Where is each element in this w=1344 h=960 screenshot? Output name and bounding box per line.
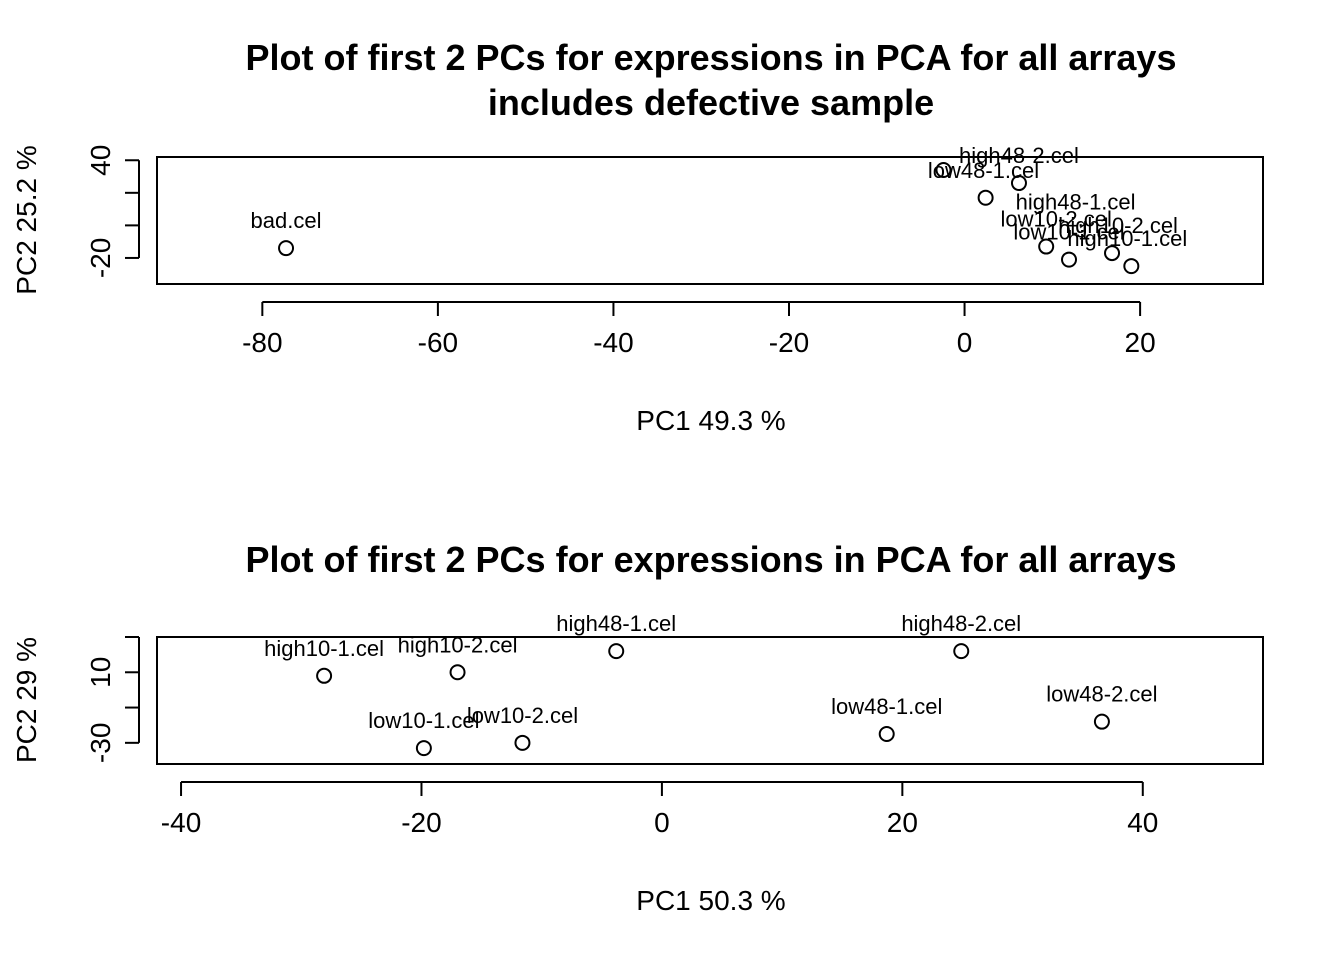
point-label: low10-2.cel [467, 703, 578, 728]
data-point [953, 643, 970, 660]
plot2-points [316, 643, 1110, 757]
data-point [415, 740, 432, 757]
plot1-subtitle: includes defective sample [488, 82, 934, 123]
x-tick-label: 40 [1127, 807, 1158, 838]
point-label: low10-1.cel [368, 708, 479, 733]
point-label: low48-1.cel [928, 158, 1039, 183]
x-tick-label: -60 [418, 327, 458, 358]
point-label: low48-1.cel [831, 694, 942, 719]
data-point [1093, 713, 1110, 730]
plot2-x-axis: -40 -20 0 20 40 [161, 781, 1158, 838]
data-point [1061, 251, 1078, 268]
point-label: low48-2.cel [1046, 682, 1157, 707]
plot1-x-axis-label: PC1 49.3 % [636, 405, 785, 436]
data-point [1123, 258, 1140, 275]
data-point [316, 667, 333, 684]
plot2-y-axis-label: PC2 29 % [11, 637, 42, 763]
point-label: high10-1.cel [1067, 226, 1187, 251]
x-tick-label: -20 [769, 327, 809, 358]
x-tick-label: 20 [1125, 327, 1156, 358]
data-point [1104, 245, 1121, 262]
x-tick-label: 0 [957, 327, 973, 358]
plot2-point-labels: high10-1.cel high10-2.cel high48-1.cel high… [264, 611, 1157, 733]
plot1-y-axis-label: PC2 25.2 % [11, 145, 42, 294]
plot1-frame [156, 156, 1264, 285]
y-tick-label: -30 [85, 723, 116, 763]
plot2-x-axis-label: PC1 50.3 % [636, 885, 785, 916]
plot2-frame [156, 636, 1264, 765]
x-tick-label: -40 [593, 327, 633, 358]
data-point [1038, 238, 1055, 255]
data-point [278, 240, 295, 257]
point-label: bad.cel [251, 208, 322, 233]
point-label: high48-1.cel [1016, 190, 1136, 215]
data-point [935, 162, 952, 179]
point-label: low10-2.cel [1001, 207, 1112, 232]
x-tick-label: -20 [401, 807, 441, 838]
pca-plot-2: Plot of first 2 PCs for expressions in P… [11, 539, 1264, 916]
data-point [1010, 175, 1027, 192]
pca-plot-1: Plot of first 2 PCs for expressions in P… [11, 37, 1264, 436]
point-label: high10-2.cel [1058, 213, 1178, 238]
plot1-points [278, 162, 1140, 275]
x-tick-label: 20 [887, 807, 918, 838]
data-point [977, 189, 994, 206]
point-label: high48-2.cel [901, 611, 1021, 636]
data-point [878, 726, 895, 743]
y-tick-label: 40 [85, 145, 116, 176]
point-label: low10-1.cel [1013, 220, 1124, 245]
point-label: high10-2.cel [398, 632, 518, 657]
data-point [608, 643, 625, 660]
x-tick-label: -40 [161, 807, 201, 838]
data-point [514, 734, 531, 751]
y-tick-label: -20 [85, 238, 116, 278]
data-point [449, 664, 466, 681]
x-tick-label: 0 [654, 807, 670, 838]
point-label: high48-1.cel [556, 611, 676, 636]
point-label: high10-1.cel [264, 636, 384, 661]
plot2-y-axis: -30 10 [85, 636, 140, 763]
plot2-title: Plot of first 2 PCs for expressions in P… [246, 539, 1177, 580]
plot1-title: Plot of first 2 PCs for expressions in P… [246, 37, 1177, 78]
point-label: high48-2.cel [959, 143, 1079, 168]
plot1-x-axis: -80 -60 -40 -20 0 20 [242, 301, 1156, 358]
plot1-y-axis: -20 40 [85, 145, 140, 278]
x-tick-label: -80 [242, 327, 282, 358]
y-tick-label: 10 [85, 657, 116, 688]
